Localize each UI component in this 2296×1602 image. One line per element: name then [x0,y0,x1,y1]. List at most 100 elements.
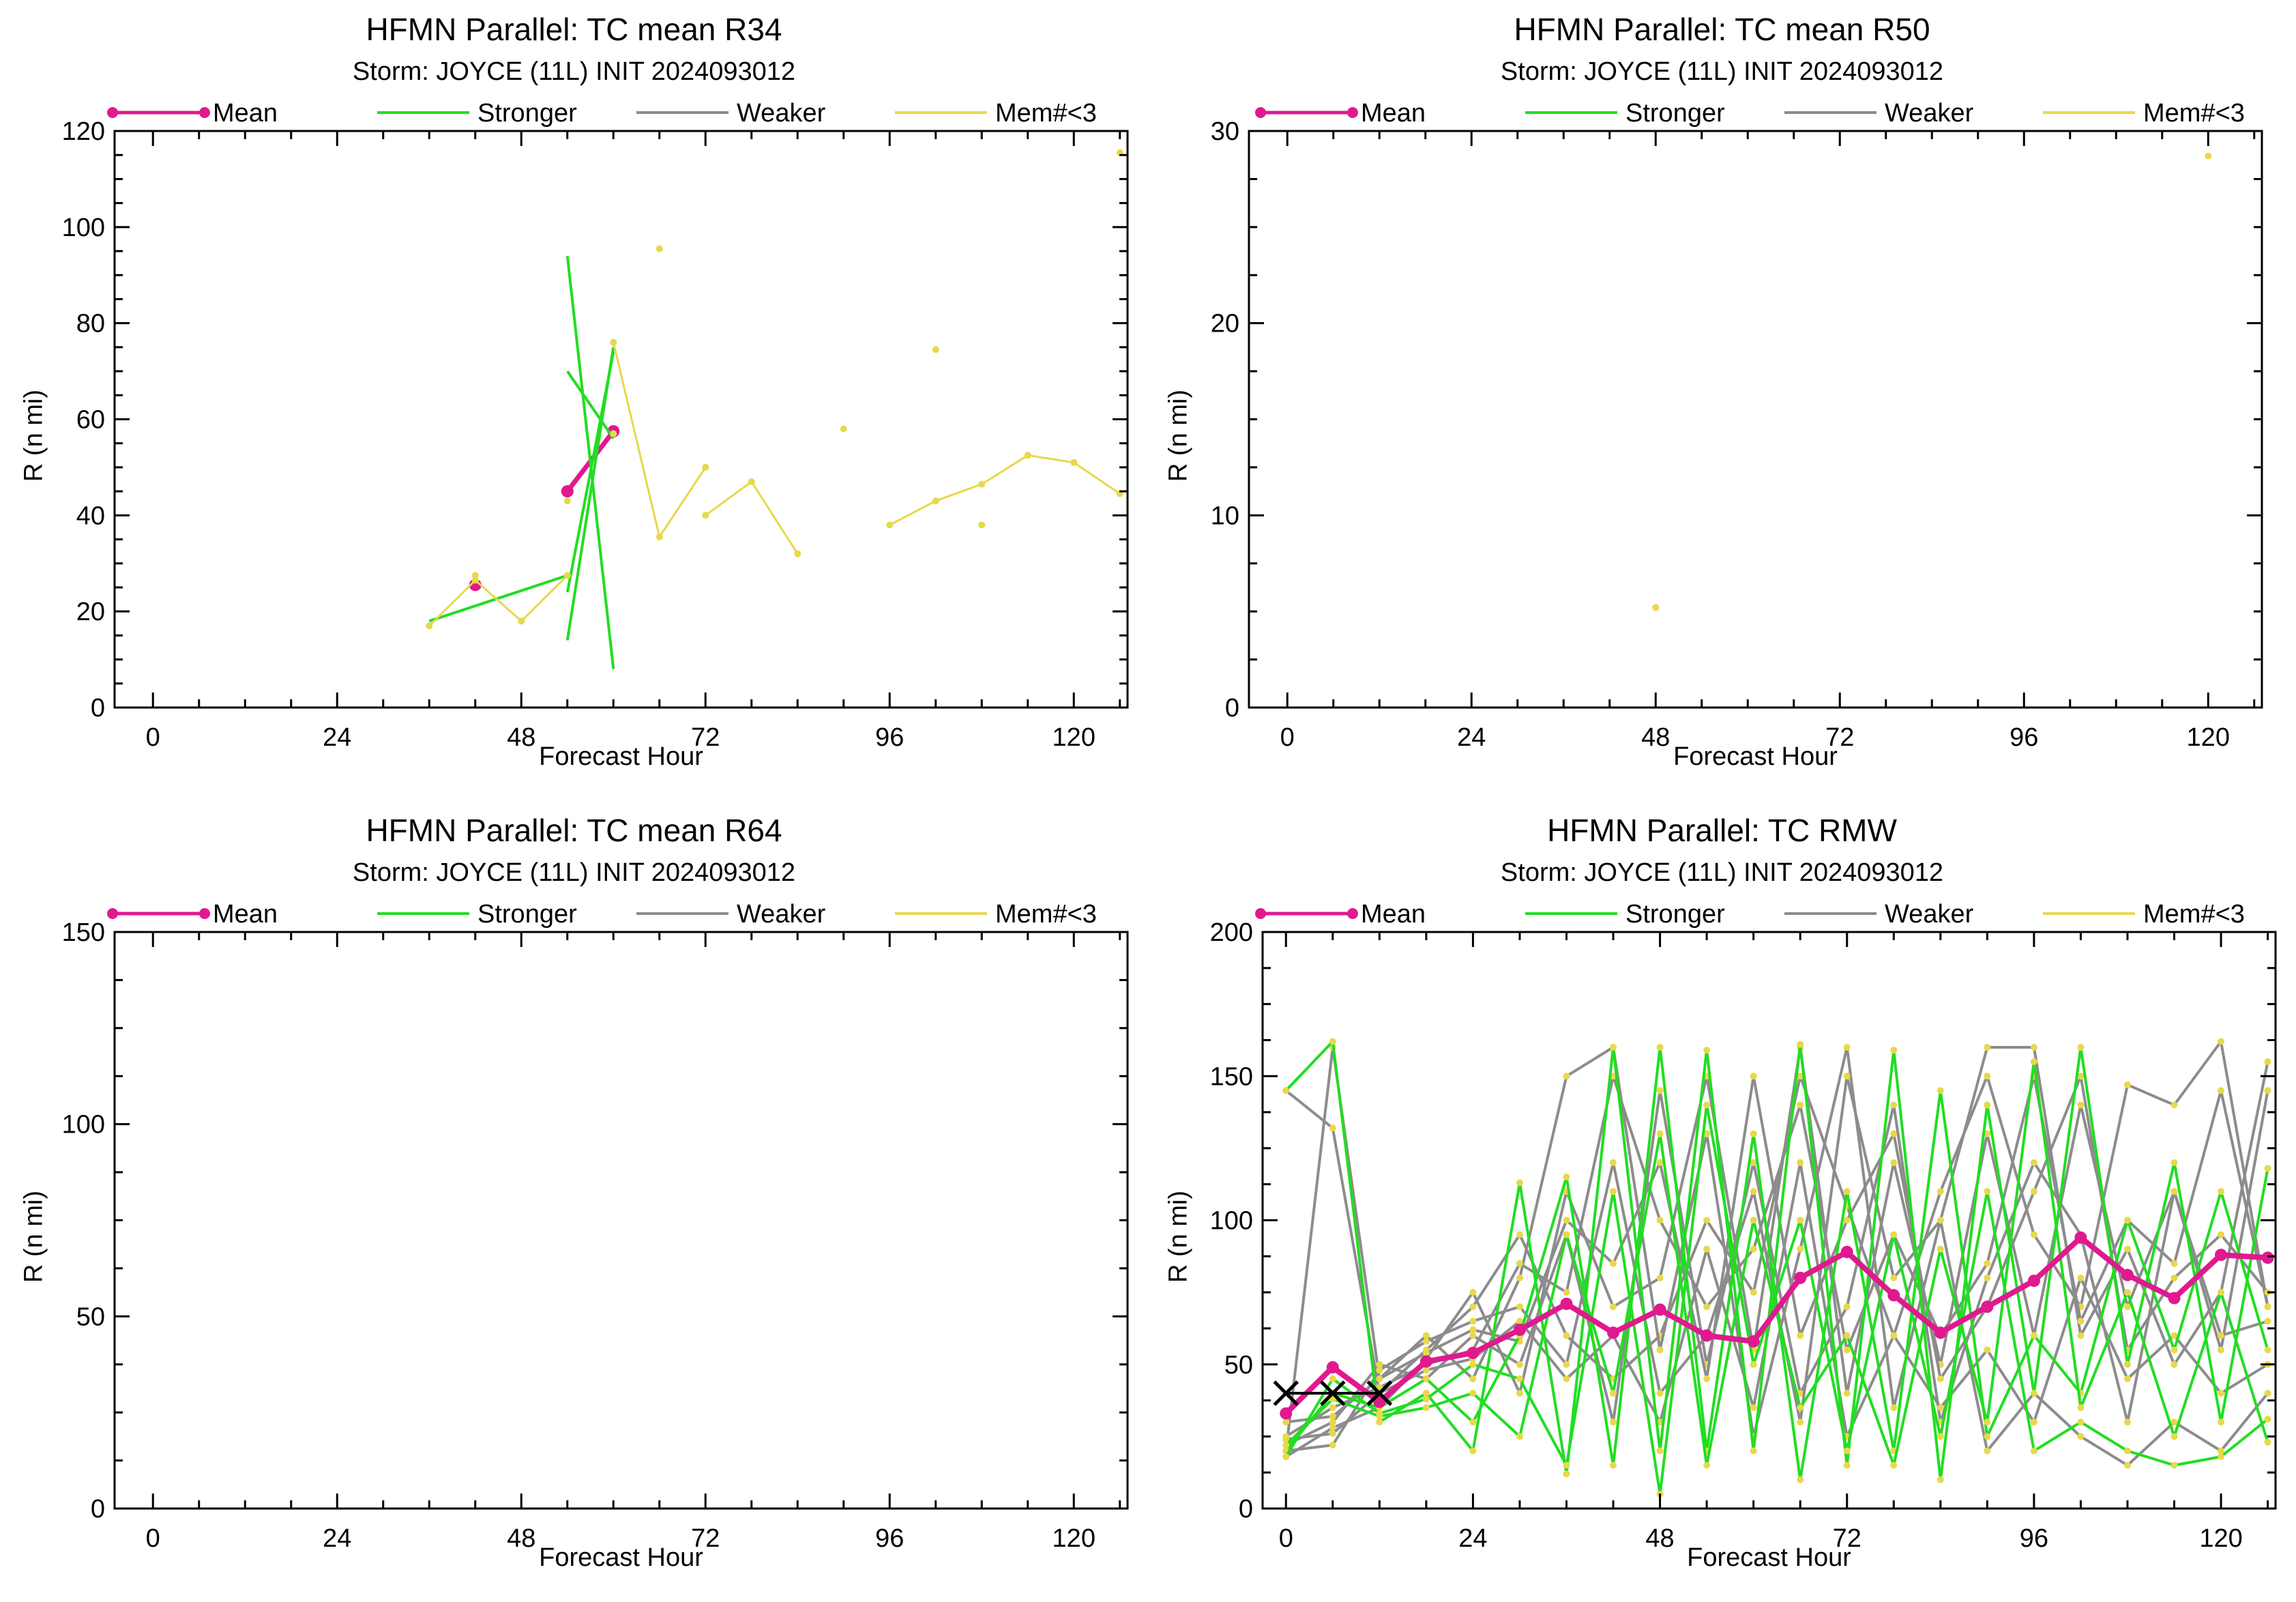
data-point [1610,1461,1617,1469]
x-tick-label: 72 [1833,1524,1861,1553]
series-mean [1280,1231,2274,1420]
data-point [1984,1259,1991,1267]
legend-label: Weaker [1885,99,1974,128]
data-point [1610,1390,1617,1397]
data-point [1469,1289,1477,1296]
data-point [1563,1073,1570,1080]
plot-frame [113,130,1129,709]
series-line [1285,1040,2269,1395]
legend: Mean Stronger Weaker Mem#<3 [107,900,1097,929]
x-tick-label: 72 [1825,723,1854,752]
data-point [1984,1044,1991,1051]
data-point [2170,1275,2178,1281]
r34-plot: Mean Stronger Weaker Mem#<3 0 24 48 72 96 120 0 20 4… [62,99,1129,752]
data-point [2264,1165,2271,1172]
y-tick-label: 100 [62,1111,105,1139]
data-point [1797,1245,1804,1253]
x-tick-label: 72 [691,1524,720,1553]
data-point [1656,1390,1664,1397]
series-line [705,480,799,555]
y-tick-label: 30 [1211,117,1239,146]
data-point [1469,1317,1477,1325]
data-point [1656,1275,1664,1281]
data-point [1516,1179,1523,1186]
x-tick-label: 24 [323,1524,351,1553]
y-axis-label: R (n mi) [19,1190,48,1283]
data-point [1656,1087,1664,1094]
data-point [1563,1375,1570,1382]
legend-label: Weaker [1885,900,1974,929]
legend-entry: Mem#<3 [2043,900,2245,929]
data-point [1376,1410,1383,1417]
data-point [794,550,801,557]
data-point [886,521,894,529]
x-axis-label: Forecast Hour [539,1543,703,1572]
legend-marker [1347,107,1358,118]
data-point [1656,1130,1664,1137]
data-point [2030,1058,2037,1066]
data-point [2077,1404,2085,1412]
legend-entry: Stronger [1525,900,1725,929]
chart-subtitle: Storm: JOYCE (11L) INIT 2024093012 [1500,57,1944,86]
data-point [1419,1355,1432,1368]
data-point [2077,1275,2085,1281]
data-point [1329,1418,1336,1426]
data-point [1984,1188,1991,1195]
data-point [1282,1418,1290,1426]
x-axis-label: Forecast Hour [539,742,703,771]
data-point [1797,1040,1804,1048]
x-tick-label: 48 [1645,1524,1674,1553]
data-point [1981,1300,1994,1313]
plot-area [1273,1038,2274,1498]
data-point [1890,1461,1898,1469]
data-point [1280,1407,1293,1420]
y-axis: 0 50 100 150 200 [1210,918,2276,1524]
data-point [1656,1447,1664,1455]
data-point [1422,1390,1430,1397]
data-point [1282,1453,1290,1460]
x-axis-label: Forecast Hour [1687,1543,1851,1572]
y-tick-label: 80 [76,310,105,338]
data-point [2218,1231,2224,1238]
data-point [1937,1375,1944,1382]
data-point [518,617,525,625]
data-point [2027,1275,2040,1287]
data-point [1024,452,1031,459]
data-point [2170,1433,2178,1440]
legend-entry: Stronger [377,99,577,128]
y-tick-label: 60 [76,406,105,435]
plot-area [426,149,1123,669]
data-point [2264,1390,2271,1397]
series-stronger [428,255,615,669]
y-axis-label: R (n mi) [1164,389,1193,482]
data-point [2218,1188,2224,1195]
series-line [1286,1161,2269,1441]
data-point [1843,1461,1851,1469]
data-point [1703,1217,1711,1224]
chart-subtitle: Storm: JOYCE (11L) INIT 2024093012 [352,858,796,887]
data-point [1937,1433,1944,1440]
data-point [2170,1461,2178,1469]
data-point [1937,1188,1944,1195]
data-point [1797,1418,1804,1426]
data-point [1563,1461,1570,1469]
x-tick-label: 48 [1641,723,1670,752]
x-tick-label: 96 [875,723,904,752]
observed-x-marker [1273,1380,1299,1406]
data-point [1610,1044,1617,1051]
data-point [2030,1332,2037,1339]
data-point [1376,1418,1383,1426]
data-point [1797,1217,1804,1224]
r50-plot: Mean Stronger Weaker Mem#<3 0 24 48 72 96 120 0 10 2… [1211,99,2263,752]
y-tick-label: 0 [91,1495,105,1524]
data-point [1329,1430,1336,1438]
legend-entry: Mean [1255,900,1426,929]
data-point [471,572,479,579]
y-tick-label: 0 [1225,694,1239,723]
data-point [1656,1159,1664,1166]
y-axis: 0 50 100 150 [62,918,1128,1524]
data-point [1563,1360,1570,1368]
x-tick-label: 48 [507,1524,535,1553]
legend-entry: Stronger [1525,99,1725,128]
data-point [1750,1245,1757,1253]
